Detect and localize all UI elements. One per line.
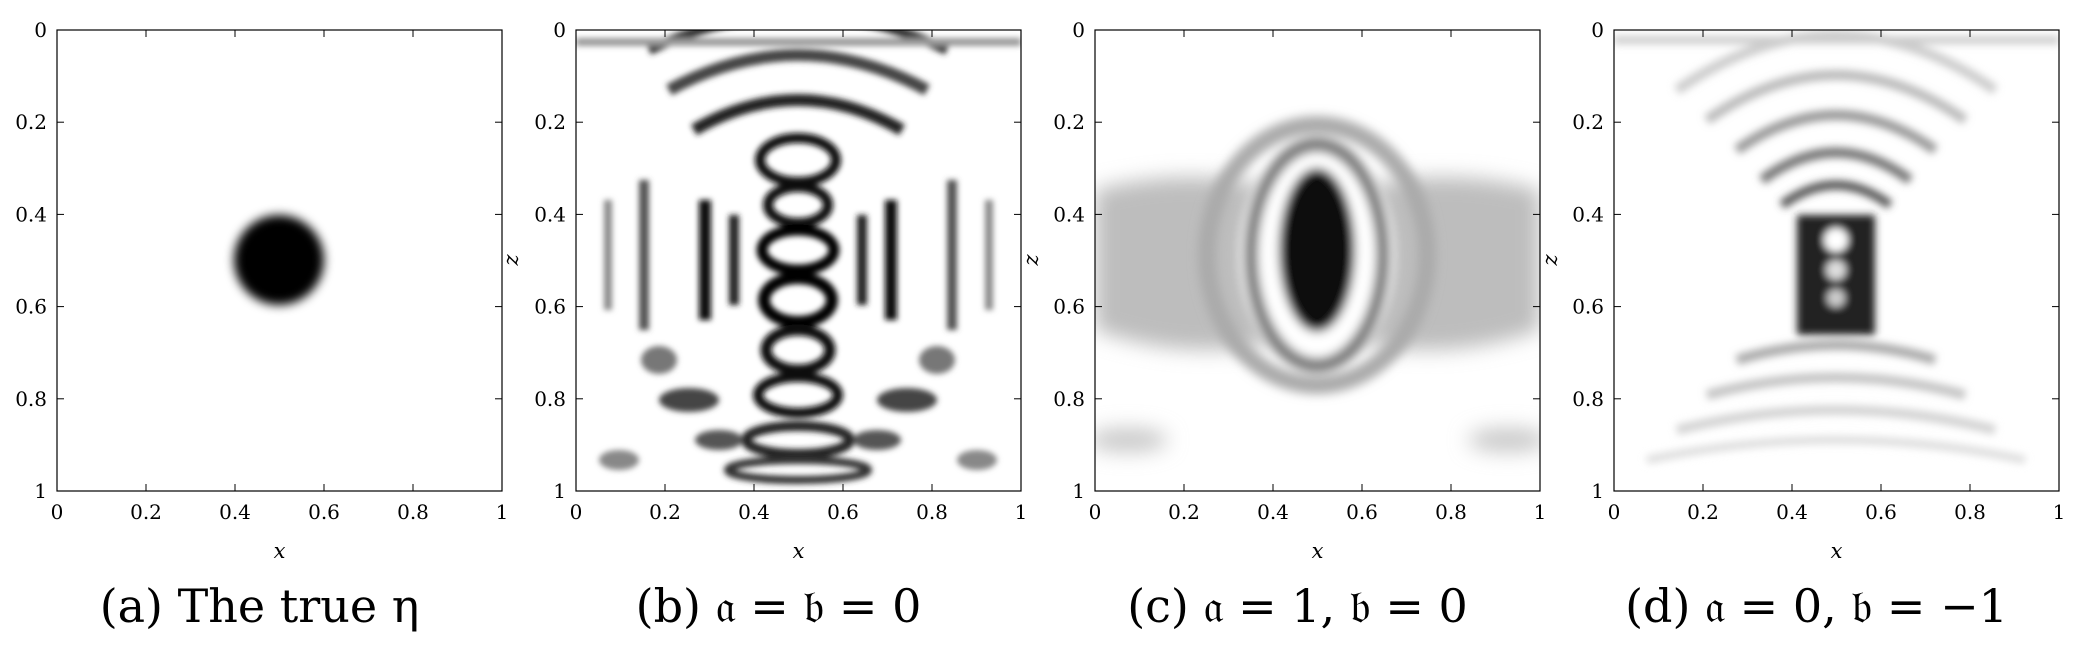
z-tick-label: 0 <box>553 18 566 42</box>
z-tick-label: 0.8 <box>15 387 47 411</box>
x-tick-label: 0.2 <box>649 500 681 524</box>
caption-c: (c) 𝔞 = 1, 𝔟 = 0 <box>1127 579 1468 633</box>
caption-a: (a) The true η <box>99 579 420 633</box>
z-axis-label: z <box>1019 254 1043 267</box>
x-tick-label: 0.4 <box>219 500 251 524</box>
x-axis: 0 0.2 0.4 0.6 0.8 1 <box>1608 30 2066 524</box>
axes-frame <box>575 29 1022 492</box>
panel-b-plot: 0 0.2 0.4 0.6 0.8 1 0 0.2 0.4 0.6 0.8 1 x z <box>499 18 1028 563</box>
z-axis: 0 0.2 0.4 0.6 0.8 1 <box>534 18 1021 503</box>
x-tick-label: 0.2 <box>130 500 162 524</box>
x-tick-label: 0 <box>51 500 64 524</box>
x-axis: 0 0.2 0.4 0.6 0.8 1 <box>570 30 1028 524</box>
x-tick-label: 0.4 <box>1776 500 1808 524</box>
heatmap-image <box>1614 30 2059 464</box>
z-tick-label: 1 <box>1072 479 1085 503</box>
x-tick-label: 1 <box>1015 500 1028 524</box>
z-tick-label: 0 <box>1591 18 1604 42</box>
x-tick-label: 0.2 <box>1687 500 1719 524</box>
x-tick-label: 1 <box>2053 500 2066 524</box>
x-tick-label: 0.8 <box>1435 500 1467 524</box>
x-tick-label: 0.4 <box>738 500 770 524</box>
z-axis: 0 0.2 0.4 0.6 0.8 1 <box>1572 18 2059 503</box>
x-tick-label: 0 <box>1608 500 1621 524</box>
x-tick-label: 1 <box>1534 500 1547 524</box>
z-tick-label: 1 <box>553 479 566 503</box>
x-axis-label: x <box>1312 539 1324 563</box>
x-axis-label: x <box>1831 539 1843 563</box>
panel-c-plot: 0 0.2 0.4 0.6 0.8 1 0 0.2 0.4 0.6 0.8 1 x z <box>1019 18 1547 563</box>
z-tick-label: 0 <box>1072 18 1085 42</box>
x-tick-label: 0.6 <box>827 500 859 524</box>
true-inclusion-disk <box>234 215 324 305</box>
x-axis-label: x <box>793 539 805 563</box>
z-tick-label: 0.4 <box>1572 202 1604 226</box>
z-tick-label: 0.4 <box>15 202 47 226</box>
caption-d: (d) 𝔞 = 0, 𝔟 = −1 <box>1625 579 2008 633</box>
x-tick-label: 0.8 <box>1954 500 1986 524</box>
z-tick-label: 0.2 <box>534 110 566 134</box>
axes-frame <box>1613 29 2060 492</box>
panel-c: 0 0.2 0.4 0.6 0.8 1 0 0.2 0.4 0.6 0.8 1 x z (c) 𝔞 … <box>1019 0 1557 660</box>
z-axis-label: z <box>499 254 523 267</box>
x-tick-label: 0.6 <box>1346 500 1378 524</box>
z-axis: 0 0.2 0.4 0.6 0.8 1 <box>1053 18 1540 503</box>
z-tick-label: 0.8 <box>534 387 566 411</box>
x-axis-label: x <box>274 539 286 563</box>
z-tick-label: 0.4 <box>1053 202 1085 226</box>
panel-b: 0 0.2 0.4 0.6 0.8 1 0 0.2 0.4 0.6 0.8 1 x z (b) 𝔞 … <box>499 0 1038 660</box>
axes-frame <box>56 29 503 492</box>
x-tick-label: 0.8 <box>397 500 429 524</box>
panel-d: 0 0.2 0.4 0.6 0.8 1 0 0.2 0.4 0.6 0.8 1 x z (d) 𝔞 … <box>1538 0 2076 660</box>
z-axis: 0 0.2 0.4 0.6 0.8 1 <box>15 18 502 503</box>
z-tick-label: 0.6 <box>15 295 47 319</box>
z-tick-label: 0.6 <box>1572 295 1604 319</box>
x-tick-label: 0.2 <box>1168 500 1200 524</box>
panel-a: 0 0.2 0.4 0.6 0.8 1 0 0.2 0.4 0.6 0.8 1 x (a) The … <box>0 0 519 660</box>
caption-b: (b) 𝔞 = 𝔟 = 0 <box>635 579 922 633</box>
z-tick-label: 0 <box>34 18 47 42</box>
x-tick-label: 1 <box>496 500 509 524</box>
x-tick-label: 0 <box>570 500 583 524</box>
x-tick-label: 0.6 <box>308 500 340 524</box>
x-tick-label: 0.8 <box>916 500 948 524</box>
z-tick-label: 1 <box>1591 479 1604 503</box>
x-tick-label: 0.4 <box>1257 500 1289 524</box>
x-tick-label: 0 <box>1089 500 1102 524</box>
z-tick-label: 1 <box>34 479 47 503</box>
heatmap-image <box>234 215 324 305</box>
z-tick-label: 0.2 <box>1053 110 1085 134</box>
z-tick-label: 0.2 <box>15 110 47 134</box>
z-tick-label: 0.8 <box>1053 387 1085 411</box>
z-tick-label: 0.6 <box>534 295 566 319</box>
panel-a-plot: 0 0.2 0.4 0.6 0.8 1 0 0.2 0.4 0.6 0.8 1 x <box>15 18 509 563</box>
z-tick-label: 0.4 <box>534 202 566 226</box>
heatmap-image <box>576 30 1021 484</box>
panel-d-plot: 0 0.2 0.4 0.6 0.8 1 0 0.2 0.4 0.6 0.8 1 x z <box>1538 18 2066 563</box>
z-tick-label: 0.8 <box>1572 387 1604 411</box>
x-axis: 0 0.2 0.4 0.6 0.8 1 <box>1089 30 1547 524</box>
z-tick-label: 0.2 <box>1572 110 1604 134</box>
z-tick-label: 0.6 <box>1053 295 1085 319</box>
z-axis-label: z <box>1538 254 1562 267</box>
x-axis: 0 0.2 0.4 0.6 0.8 1 <box>51 30 509 524</box>
axes-frame <box>1094 29 1541 492</box>
x-tick-label: 0.6 <box>1865 500 1897 524</box>
heatmap-image <box>1095 116 1540 452</box>
